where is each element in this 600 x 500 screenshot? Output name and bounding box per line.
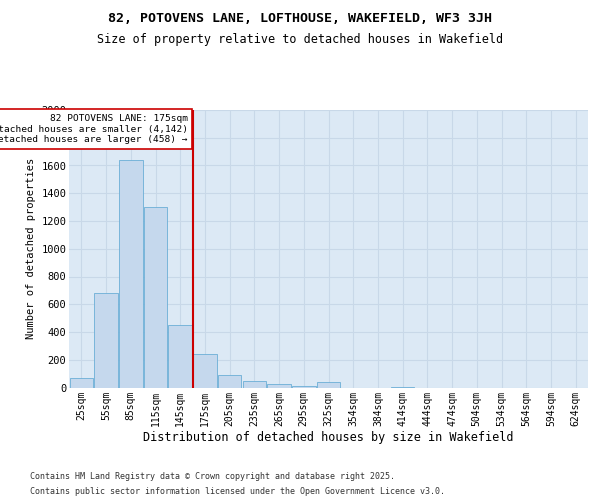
X-axis label: Distribution of detached houses by size in Wakefield: Distribution of detached houses by size … — [143, 431, 514, 444]
Bar — [218, 375, 241, 388]
Bar — [268, 384, 291, 388]
Bar — [391, 387, 415, 388]
Bar — [292, 386, 316, 388]
Bar — [242, 382, 266, 388]
Bar — [144, 207, 167, 388]
Text: Contains public sector information licensed under the Open Government Licence v3: Contains public sector information licen… — [30, 487, 445, 496]
Text: Size of property relative to detached houses in Wakefield: Size of property relative to detached ho… — [97, 32, 503, 46]
Text: 82 POTOVENS LANE: 175sqm
← 90% of detached houses are smaller (4,142)
10% of sem: 82 POTOVENS LANE: 175sqm ← 90% of detach… — [0, 114, 188, 144]
Text: Contains HM Land Registry data © Crown copyright and database right 2025.: Contains HM Land Registry data © Crown c… — [30, 472, 395, 481]
Text: 82, POTOVENS LANE, LOFTHOUSE, WAKEFIELD, WF3 3JH: 82, POTOVENS LANE, LOFTHOUSE, WAKEFIELD,… — [108, 12, 492, 26]
Bar — [70, 378, 93, 388]
Y-axis label: Number of detached properties: Number of detached properties — [26, 158, 35, 340]
Bar — [169, 325, 192, 388]
Bar — [317, 382, 340, 388]
Bar — [193, 354, 217, 388]
Bar — [94, 293, 118, 388]
Bar — [119, 160, 143, 388]
